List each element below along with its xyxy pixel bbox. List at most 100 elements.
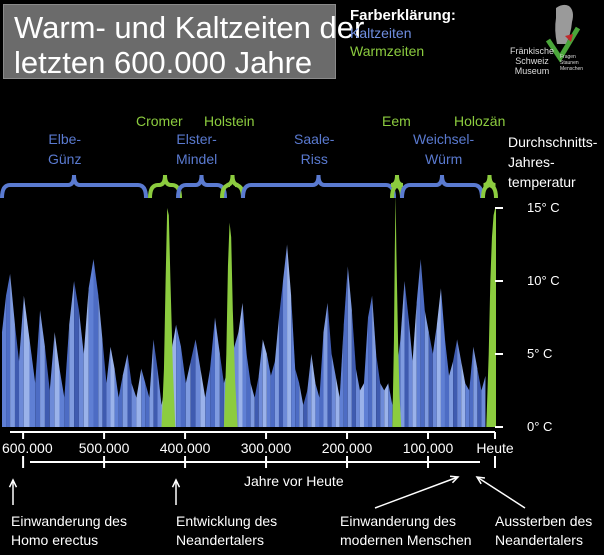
cold-segment-100 <box>457 339 462 427</box>
cold-segment-78 <box>363 317 369 427</box>
cold-segment-0 <box>2 295 7 427</box>
cold-segment-61 <box>295 368 300 427</box>
cold-segment-62 <box>299 383 304 427</box>
x-tick-label-2: 400.000 <box>159 440 211 456</box>
annotation-neandertaler-entwicklung: Entwicklung des Neandertalers <box>176 512 277 550</box>
annotation-arrow-2 <box>374 476 459 509</box>
cold-segment-93 <box>428 332 433 427</box>
period-brace-1 <box>148 174 182 199</box>
logo-tag-2: Staunen <box>560 60 579 66</box>
y-tick-label-2: 10° C <box>527 273 560 288</box>
cold-segment-66 <box>315 383 320 427</box>
cold-segment-73 <box>343 266 348 427</box>
annotation-homo-erectus: Einwanderung des Homo erectus <box>11 512 127 550</box>
cold-segment-92 <box>424 310 429 427</box>
warm-peak-3 <box>486 208 496 427</box>
cold-segment-5 <box>23 295 30 427</box>
cold-segment-83 <box>384 383 389 427</box>
logo-tag-1: Fragen <box>560 54 576 60</box>
logo-line-3: Museum <box>514 66 550 76</box>
cold-segment-71 <box>335 375 340 427</box>
cold-segment-79 <box>368 295 373 427</box>
annotation-homo-erectus-line-2: Homo erectus <box>11 532 99 548</box>
cold-segment-81 <box>376 354 381 427</box>
cold-segment-15 <box>74 281 79 427</box>
cold-segment-30 <box>141 368 146 427</box>
annotation-arrowhead-2 <box>449 475 460 484</box>
period-brace-0 <box>0 174 148 199</box>
period-weichsel-line-1: Weichsel- <box>413 131 475 147</box>
logo-tag-3: Menschen <box>560 66 584 72</box>
cold-segment-77 <box>359 383 364 427</box>
chart-title-line-1: Warm- und Kaltzeiten der <box>14 10 365 45</box>
cold-segment-75 <box>351 310 356 427</box>
period-elster-line-2: Mindel <box>176 151 218 167</box>
cold-segment-56 <box>274 317 279 427</box>
cold-segment-97 <box>444 339 450 427</box>
cold-segment-87 <box>404 281 409 427</box>
cold-segment-25 <box>118 375 123 427</box>
cold-segment-80 <box>372 295 377 427</box>
cold-segment-2 <box>10 273 15 427</box>
cold-segment-89 <box>412 302 417 427</box>
annotation-neandertaler-entwicklung-line-1: Entwicklung des <box>176 513 278 529</box>
cold-segment-10 <box>49 332 55 427</box>
annotation-neandertaler-aussterben: Aussterben des Neandertalers <box>495 512 592 550</box>
y-axis-title: Durchschnitts- Jahres- temperatur <box>508 132 597 192</box>
y-axis-title-line-2: Jahres- <box>508 154 555 170</box>
period-brace-4 <box>241 174 396 199</box>
cold-segment-72 <box>339 324 344 427</box>
warm-peak-1 <box>223 222 238 427</box>
cold-segment-14 <box>69 281 75 427</box>
annotation-arrowhead-0 <box>8 478 18 488</box>
annotation-neandertaler-aussterben-line-2: Neandertalers <box>495 532 583 548</box>
cold-segment-94 <box>432 324 437 427</box>
period-label-eem: Eem <box>382 113 411 129</box>
cold-segment-33 <box>153 339 158 427</box>
cold-segment-32 <box>149 339 154 427</box>
period-saale-line-2: Riss <box>300 151 328 167</box>
cold-segment-44 <box>214 317 220 427</box>
annotation-moderner-mensch-line-2: modernen Menschen <box>340 532 472 548</box>
cold-segment-41 <box>200 368 206 427</box>
cold-segment-53 <box>262 339 267 427</box>
cold-segment-63 <box>303 390 308 427</box>
cold-segment-19 <box>93 259 99 427</box>
cold-segment-26 <box>122 354 128 427</box>
period-saale-line-1: Saale- <box>294 131 335 147</box>
x-tick-label-6: Heute <box>476 440 514 456</box>
cold-segment-55 <box>270 361 275 427</box>
cold-segment-29 <box>136 368 142 427</box>
period-label-elster: Elster- Mindel <box>176 131 217 167</box>
cold-segment-3 <box>14 324 20 427</box>
legend-warm: Warmzeiten <box>350 43 425 59</box>
cold-segment-91 <box>420 259 425 427</box>
period-label-cromer: Cromer <box>136 113 183 129</box>
cold-segment-90 <box>416 259 421 427</box>
cold-segment-31 <box>145 383 150 427</box>
x-axis-title: Jahre vor Heute <box>244 473 344 489</box>
cold-segment-34 <box>157 368 162 427</box>
cold-segment-50 <box>250 383 255 427</box>
cold-segment-6 <box>29 339 36 427</box>
annotation-neandertaler-entwicklung-line-2: Neandertalers <box>176 532 264 548</box>
cold-segment-37 <box>180 346 186 427</box>
cold-segment-20 <box>98 295 103 427</box>
cold-segment-36 <box>176 324 181 427</box>
cold-segment-1 <box>6 273 11 427</box>
period-elbe-line-1: Elbe- <box>48 131 82 147</box>
period-label-holstein: Holstein <box>204 113 255 129</box>
cold-segment-86 <box>400 281 405 427</box>
cold-segment-104 <box>473 346 478 427</box>
period-brace-7 <box>481 174 498 199</box>
cold-segment-42 <box>205 368 211 427</box>
logo-tagline: Fragen Staunen Menschen <box>560 54 583 72</box>
logo-line-1: Fränkische <box>509 46 554 56</box>
warm-peak-2 <box>392 193 402 427</box>
period-brace-3 <box>220 174 245 199</box>
cold-segment-101 <box>461 361 466 427</box>
cold-segment-76 <box>355 368 360 427</box>
cold-segment-39 <box>190 339 196 427</box>
cold-segment-8 <box>40 310 45 427</box>
